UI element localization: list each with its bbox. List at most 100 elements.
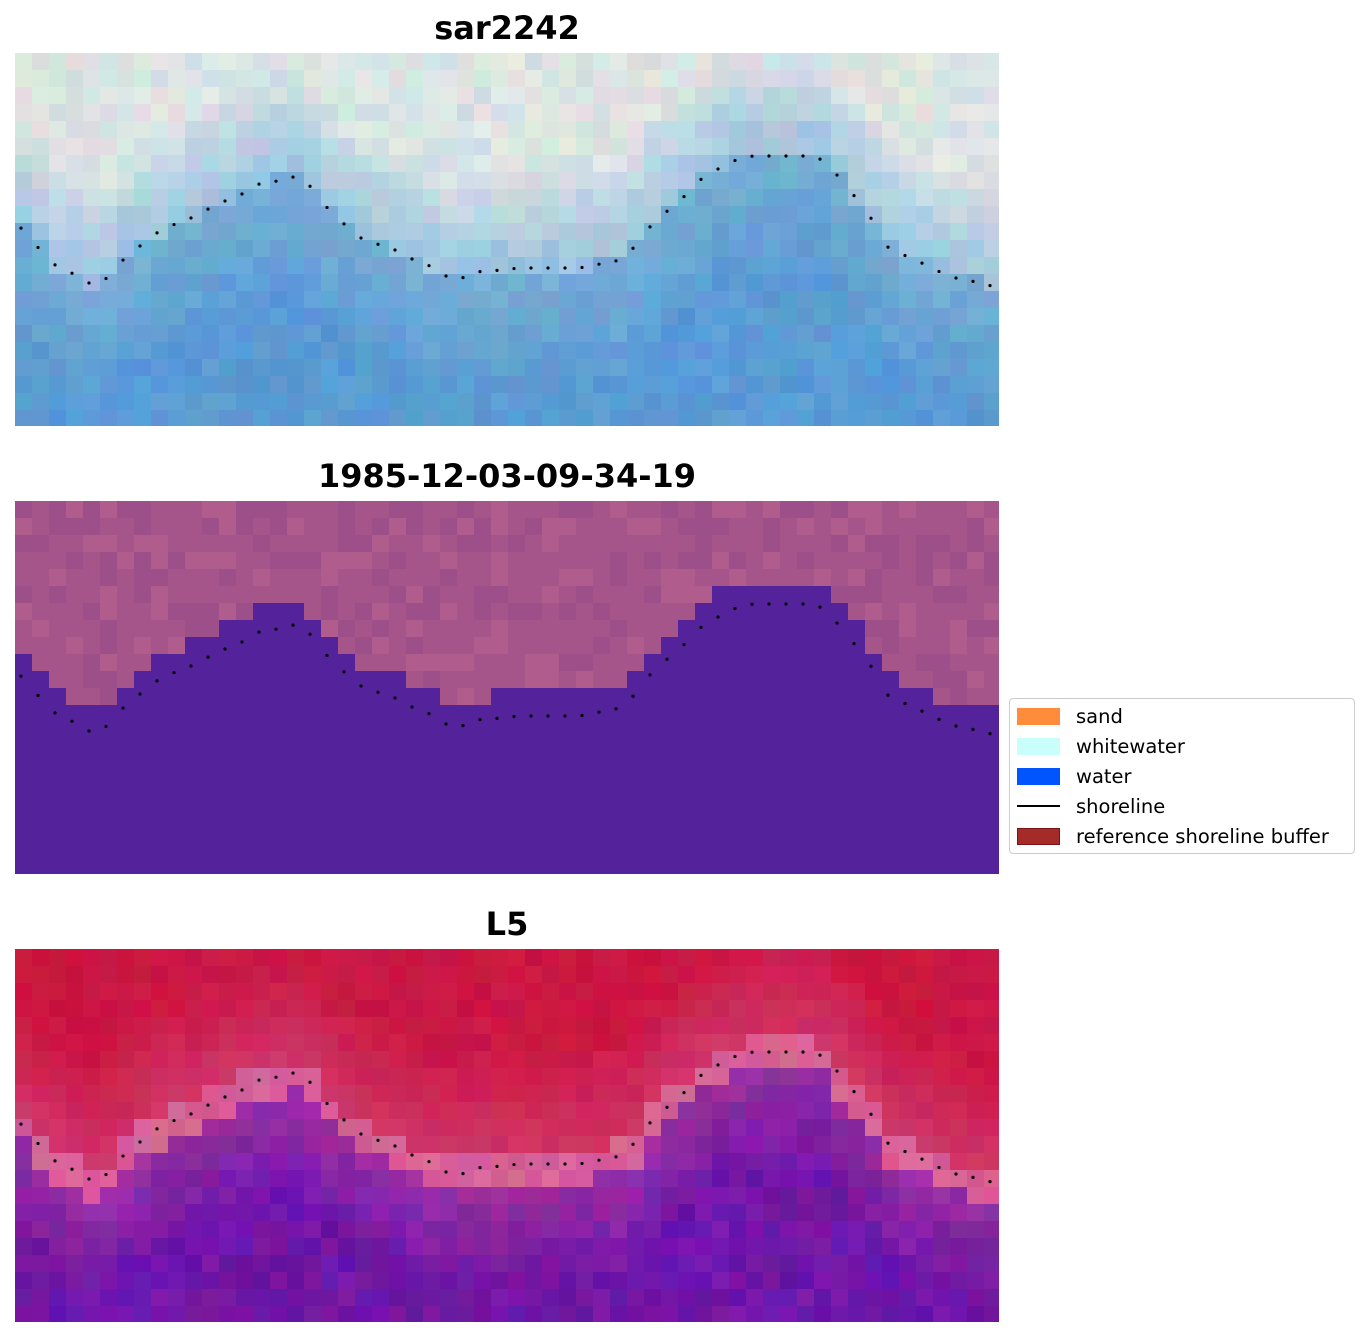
land-pixel <box>202 620 219 637</box>
image-pixel <box>644 1187 661 1204</box>
image-pixel <box>100 1255 117 1272</box>
image-pixel <box>321 53 338 70</box>
image-pixel <box>219 1017 236 1034</box>
image-pixel <box>406 1085 423 1102</box>
image-pixel <box>576 1289 593 1306</box>
image-pixel <box>797 155 814 172</box>
image-pixel <box>661 274 678 291</box>
image-pixel <box>814 1272 831 1289</box>
image-pixel <box>338 87 355 104</box>
image-pixel <box>848 308 865 325</box>
image-pixel <box>848 949 865 966</box>
image-pixel <box>933 291 950 308</box>
shoreline-point <box>835 173 839 177</box>
image-pixel <box>338 949 355 966</box>
image-pixel <box>287 1153 304 1170</box>
image-pixel <box>440 155 457 172</box>
image-pixel <box>338 155 355 172</box>
image-pixel <box>457 949 474 966</box>
shoreline-point <box>121 1154 125 1158</box>
image-pixel <box>287 291 304 308</box>
image-pixel <box>610 1136 627 1153</box>
image-pixel <box>831 121 848 138</box>
image-pixel <box>865 1102 882 1119</box>
shoreline-point <box>376 242 380 246</box>
image-pixel <box>814 1187 831 1204</box>
image-pixel <box>32 1051 49 1068</box>
image-pixel <box>32 87 49 104</box>
image-pixel <box>49 966 66 983</box>
image-pixel <box>66 189 83 206</box>
land-pixel <box>984 637 999 654</box>
image-pixel <box>525 172 542 189</box>
image-pixel <box>763 1102 780 1119</box>
image-pixel <box>984 949 999 966</box>
image-pixel <box>933 138 950 155</box>
image-pixel <box>202 1272 219 1289</box>
image-pixel <box>457 138 474 155</box>
image-pixel <box>338 206 355 223</box>
shoreline-point <box>597 710 601 714</box>
image-pixel <box>848 1255 865 1272</box>
image-pixel <box>372 240 389 257</box>
image-pixel <box>15 291 32 308</box>
image-pixel <box>338 376 355 393</box>
image-pixel <box>865 1136 882 1153</box>
image-pixel <box>831 206 848 223</box>
image-pixel <box>100 223 117 240</box>
image-pixel <box>525 1085 542 1102</box>
image-pixel <box>695 1000 712 1017</box>
image-pixel <box>814 1255 831 1272</box>
image-pixel <box>848 206 865 223</box>
image-pixel <box>763 53 780 70</box>
image-pixel <box>814 1238 831 1255</box>
land-pixel <box>542 535 559 552</box>
image-pixel <box>474 155 491 172</box>
image-pixel <box>185 155 202 172</box>
image-pixel <box>32 1272 49 1289</box>
shoreline-point <box>342 1118 346 1122</box>
image-pixel <box>49 189 66 206</box>
image-pixel <box>423 155 440 172</box>
image-pixel <box>542 966 559 983</box>
shoreline-point <box>240 640 244 644</box>
image-pixel <box>491 1187 508 1204</box>
image-pixel <box>168 291 185 308</box>
image-pixel <box>525 206 542 223</box>
image-pixel <box>695 53 712 70</box>
image-pixel <box>321 70 338 87</box>
land-pixel <box>695 518 712 535</box>
shoreline-point <box>648 1121 652 1125</box>
image-pixel <box>100 172 117 189</box>
shoreline-point <box>172 670 176 675</box>
image-pixel <box>372 1102 389 1119</box>
shoreline-point <box>155 1127 159 1131</box>
land-pixel <box>49 569 66 586</box>
image-pixel <box>814 1034 831 1051</box>
image-pixel <box>644 70 661 87</box>
image-pixel <box>627 1204 644 1221</box>
land-pixel <box>389 501 406 518</box>
image-pixel <box>661 983 678 1000</box>
image-pixel <box>151 240 168 257</box>
image-pixel <box>729 410 746 426</box>
image-pixel <box>508 257 525 274</box>
image-pixel <box>355 1170 372 1187</box>
land-pixel <box>355 535 372 552</box>
image-pixel <box>763 359 780 376</box>
classified-image-panel <box>15 501 999 874</box>
image-pixel <box>967 1136 984 1153</box>
land-pixel <box>423 535 440 552</box>
image-pixel <box>338 138 355 155</box>
image-pixel <box>117 949 134 966</box>
land-pixel <box>66 501 83 518</box>
image-pixel <box>814 983 831 1000</box>
image-pixel <box>253 308 270 325</box>
image-pixel <box>780 1017 797 1034</box>
land-pixel <box>916 569 933 586</box>
image-pixel <box>304 70 321 87</box>
image-pixel <box>627 240 644 257</box>
image-pixel <box>882 1306 899 1322</box>
image-pixel <box>355 359 372 376</box>
image-pixel <box>457 1000 474 1017</box>
